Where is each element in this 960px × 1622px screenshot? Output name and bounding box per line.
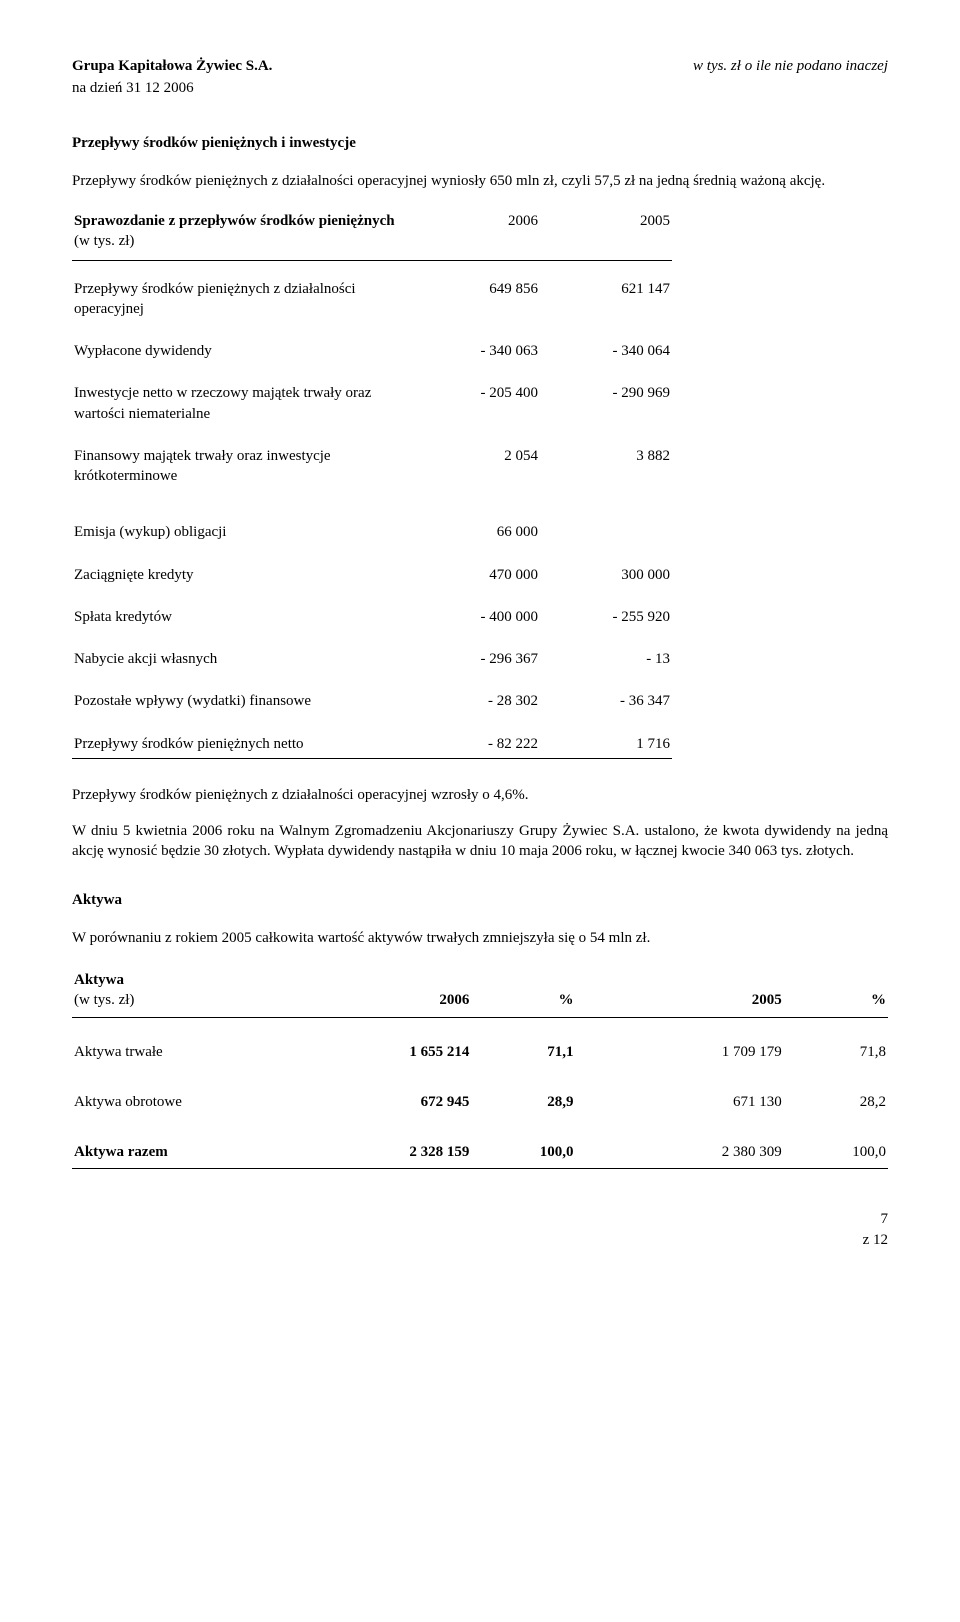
assets-intro: W porównaniu z rokiem 2005 całkowita war… xyxy=(72,928,888,948)
page-of: z 12 xyxy=(72,1230,888,1250)
t1-row-opflows: Przepływy środków pieniężnych z działaln… xyxy=(72,275,672,324)
t2-col-2006: 2006 xyxy=(315,964,471,1017)
as-of-date: na dzień 31 12 2006 xyxy=(72,78,272,98)
t1-row-bonds: Emisja (wykup) obligacji 66 000 xyxy=(72,518,672,546)
t2-pct-2005: % xyxy=(784,964,888,1017)
t1-row-otherfin: Pozostałe wpływy (wydatki) finansowe - 2… xyxy=(72,687,672,715)
units-note: w tys. zł o ile nie podano inaczej xyxy=(693,56,888,99)
after-t1-p2: W dniu 5 kwietnia 2006 roku na Walnym Zg… xyxy=(72,821,888,862)
section-cashflow-title: Przepływy środków pieniężnych i inwestyc… xyxy=(72,133,888,153)
after-t1-p1: Przepływy środków pieniężnych z działaln… xyxy=(72,785,888,805)
t1-row-finassets: Finansowy majątek trwały oraz inwestycje… xyxy=(72,442,672,491)
assets-table: Aktywa (w tys. zł) 2006 % 2005 % Aktywa … xyxy=(72,964,888,1169)
t2-row-current: Aktywa obrotowe 672 945 28,9 671 130 28,… xyxy=(72,1086,888,1118)
page-footer: 7 z 12 xyxy=(72,1209,888,1250)
t2-pct-2006: % xyxy=(471,964,575,1017)
page-number: 7 xyxy=(72,1209,888,1229)
t2-row-total: Aktywa razem 2 328 159 100,0 2 380 309 1… xyxy=(72,1136,888,1169)
t2-header-label: Aktywa xyxy=(74,972,124,988)
company-name: Grupa Kapitałowa Żywiec S.A. xyxy=(72,56,272,76)
t1-row-investnet: Inwestycje netto w rzeczowy majątek trwa… xyxy=(72,379,672,428)
t1-header-sub: (w tys. zł) xyxy=(74,233,134,249)
t1-row-ownshares: Nabycie akcji własnych - 296 367 - 13 xyxy=(72,645,672,673)
cashflow-intro: Przepływy środków pieniężnych z działaln… xyxy=(72,171,888,191)
t2-row-fixed: Aktywa trwałe 1 655 214 71,1 1 709 179 7… xyxy=(72,1036,888,1068)
t1-row-loansrepaid: Spłata kredytów - 400 000 - 255 920 xyxy=(72,603,672,631)
cashflow-table: Sprawozdanie z przepływów środków pienię… xyxy=(72,207,672,759)
section-assets-title: Aktywa xyxy=(72,890,888,910)
t1-row-loanstaken: Zaciągnięte kredyty 470 000 300 000 xyxy=(72,561,672,589)
t2-header-sub: (w tys. zł) xyxy=(74,992,134,1008)
t1-row-net: Przepływy środków pieniężnych netto - 82… xyxy=(72,730,672,759)
t1-col-2006: 2006 xyxy=(408,207,540,260)
t2-col-2005: 2005 xyxy=(575,964,783,1017)
t1-row-dividends: Wypłacone dywidendy - 340 063 - 340 064 xyxy=(72,337,672,365)
page-header: Grupa Kapitałowa Żywiec S.A. na dzień 31… xyxy=(72,56,888,99)
t1-col-2005: 2005 xyxy=(540,207,672,260)
t1-header-label: Sprawozdanie z przepływów środków pienię… xyxy=(74,213,395,229)
